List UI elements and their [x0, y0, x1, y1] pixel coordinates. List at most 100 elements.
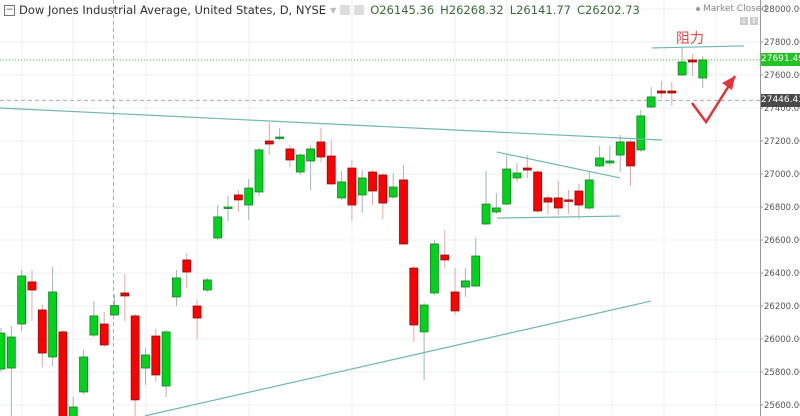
arrow-head-icon: [722, 75, 736, 90]
settings-icon[interactable]: [354, 5, 365, 15]
candle: [151, 328, 161, 382]
candle-body: [17, 275, 27, 325]
candle-body: [172, 277, 181, 298]
candle-body: [275, 136, 285, 139]
trendline: [0, 107, 663, 141]
candle-body: [378, 174, 388, 204]
candle-body: [399, 179, 408, 245]
y-tick-label: 27600.00: [764, 71, 800, 81]
candle: [636, 109, 646, 152]
candle: [213, 205, 223, 240]
arrow-down-icon[interactable]: ↓: [740, 17, 748, 25]
candle: [491, 192, 501, 214]
candle-body: [636, 115, 646, 151]
candle-body: [0, 332, 6, 370]
candle: [17, 270, 27, 331]
candle-body: [533, 171, 543, 212]
last-price-tag: 27691.49: [761, 53, 800, 67]
candle: [543, 194, 553, 214]
candle-body: [48, 291, 57, 358]
candle-body: [667, 90, 677, 94]
y-tick-label: 26600.00: [764, 236, 800, 246]
candle: [502, 155, 512, 206]
candle-body: [584, 179, 594, 209]
candle: [0, 327, 6, 372]
candle: [626, 140, 635, 187]
candle-body: [213, 216, 223, 239]
candle-body: [522, 167, 532, 171]
status-dot-icon: [696, 7, 700, 11]
candle: [481, 171, 491, 225]
candle: [79, 349, 88, 394]
candle: [368, 170, 377, 206]
candle-body: [141, 354, 150, 369]
candle: [182, 253, 192, 289]
candle-body: [58, 331, 68, 416]
candle: [27, 270, 37, 322]
y-tick-label: 28000.00: [764, 5, 800, 15]
candle: [450, 268, 460, 315]
candle-body: [491, 207, 501, 213]
candle: [440, 229, 450, 269]
candle-body: [553, 197, 563, 209]
candle: [233, 190, 243, 212]
candle: [595, 145, 604, 168]
candle-body: [223, 206, 233, 209]
candle: [172, 270, 181, 306]
trendline: [651, 45, 745, 49]
arrows-vertical-icon[interactable]: ↕: [750, 17, 758, 25]
y-tick-label: 26000.00: [764, 335, 800, 345]
candle: [512, 162, 522, 182]
caret-down-icon[interactable]: ▼: [330, 5, 337, 15]
candle: [430, 240, 439, 295]
candle-body: [615, 141, 625, 156]
candle: [657, 80, 666, 98]
candle-body: [6, 336, 16, 369]
low-value: L26141.77: [509, 3, 571, 17]
candle: [605, 145, 615, 166]
candle: [48, 267, 57, 367]
candle: [141, 347, 150, 386]
eye-icon[interactable]: [340, 5, 351, 15]
candle-body: [99, 323, 109, 346]
candle-body: [440, 254, 450, 261]
candle-body: [688, 59, 697, 63]
candle: [409, 266, 419, 342]
candle: [347, 159, 357, 222]
candle-body: [512, 172, 522, 179]
candle-body: [595, 157, 604, 167]
candle: [388, 173, 398, 199]
y-tick-label: 26800.00: [764, 203, 800, 213]
candle: [564, 190, 573, 214]
minus-square-icon[interactable]: −: [4, 4, 15, 16]
candle: [161, 329, 171, 397]
candle: [357, 170, 367, 213]
candle-body: [130, 315, 140, 401]
candle-body: [471, 255, 481, 287]
candle: [698, 56, 708, 89]
y-tick-label: 27400.00: [764, 104, 800, 114]
candle-body: [285, 148, 295, 161]
candle-body: [233, 194, 243, 201]
candle-body: [161, 331, 171, 387]
candle: [244, 178, 254, 221]
candle-body: [419, 304, 429, 333]
candle-body: [151, 335, 161, 376]
symbol-title[interactable]: Dow Jones Industrial Average, United Sta…: [19, 3, 327, 17]
candle-body: [79, 356, 88, 393]
candle-body: [27, 281, 37, 291]
candle-body: [388, 186, 398, 198]
candle-body: [347, 167, 357, 206]
y-tick-label: 27200.00: [764, 137, 800, 147]
candle-body: [677, 61, 687, 76]
candle-body: [306, 148, 316, 162]
candle: [130, 313, 140, 416]
trendline: [496, 151, 621, 179]
trendline: [496, 215, 621, 219]
candle-body: [646, 96, 656, 108]
candle-body: [182, 259, 192, 273]
candle: [419, 303, 429, 380]
close-value: C26202.73: [576, 3, 640, 17]
candle: [254, 147, 264, 196]
